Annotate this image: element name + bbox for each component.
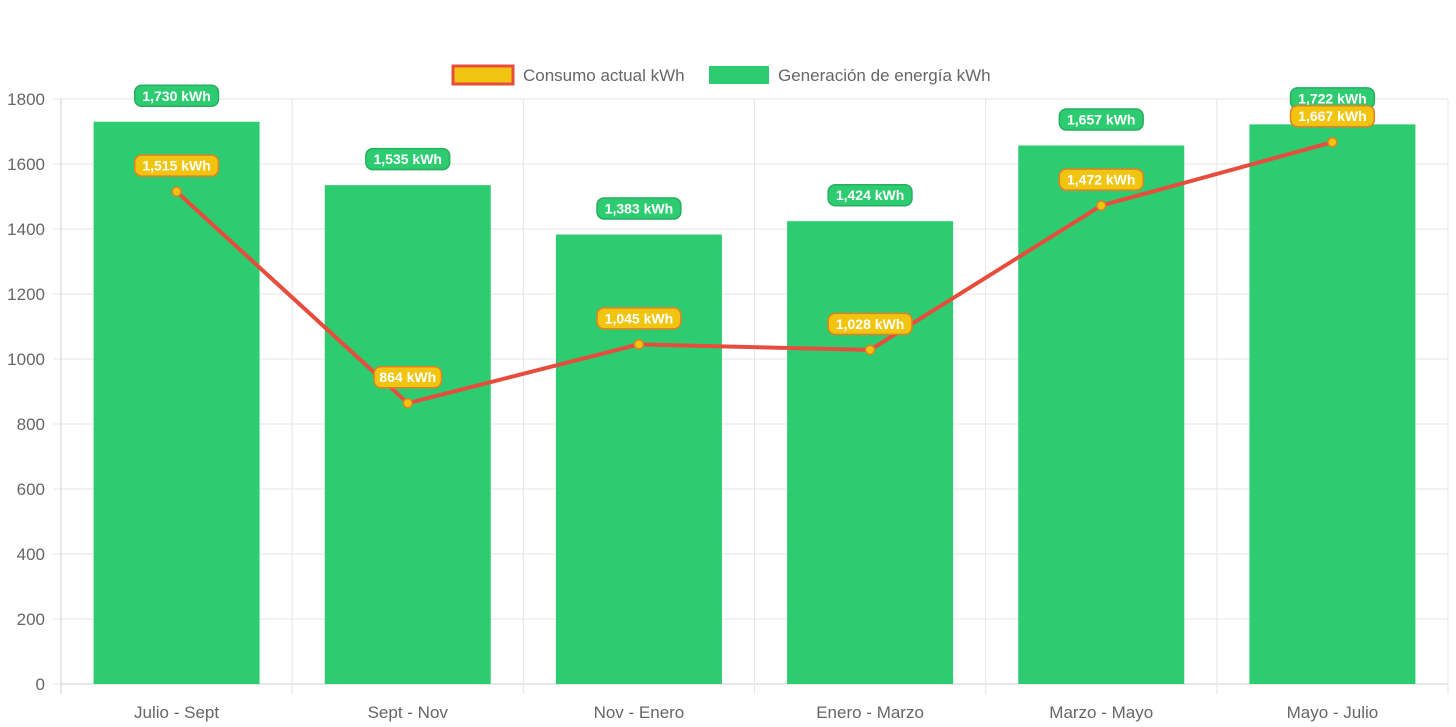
data-label-text: 1,657 kWh: [1067, 111, 1135, 127]
data-label-pill: [133, 154, 220, 177]
data-label-text: 1,515 kWh: [142, 158, 210, 174]
bar-generacion: [1249, 124, 1416, 685]
bar-generacion: [93, 121, 260, 684]
x-tick-label: Enero - Marzo: [816, 703, 924, 722]
data-label-consumo: 1,045 kWh: [596, 307, 682, 330]
x-tick-label: Nov - Enero: [594, 703, 685, 722]
data-label-pill: [1058, 168, 1144, 191]
point-consumo: [633, 339, 645, 350]
data-label-generacion: 1,383 kWh: [596, 197, 682, 220]
y-tick-label: 1600: [7, 155, 45, 174]
legend-label-generacion: Generación de energía kWh: [778, 66, 991, 85]
bar-generacion: [1018, 145, 1185, 685]
data-label-pill: [827, 183, 913, 207]
data-label-generacion: 1,535 kWh: [365, 147, 451, 171]
bar-series-generacion: [93, 121, 1416, 685]
x-tick-label: Mayo - Julio: [1287, 703, 1379, 722]
data-label-text: 864 kWh: [379, 369, 436, 385]
data-label-pill: [827, 312, 913, 336]
y-tick-label: 0: [36, 675, 45, 694]
data-label-text: 1,535 kWh: [374, 151, 442, 167]
data-label-pill: [1058, 108, 1144, 131]
data-label-consumo: 1,472 kWh: [1058, 168, 1144, 191]
data-label-pill: [373, 365, 443, 389]
data-label-text: 1,472 kWh: [1067, 172, 1135, 188]
point-consumo: [171, 186, 182, 197]
legend-swatch-generacion: [709, 66, 769, 84]
data-label-pill: [133, 84, 220, 107]
y-tick-label: 600: [17, 480, 45, 499]
x-tick-label: Sept - Nov: [368, 703, 449, 722]
y-tick-label: 1800: [7, 90, 45, 109]
x-tick-label: Marzo - Mayo: [1049, 703, 1153, 722]
data-label-text: 1,730 kWh: [142, 88, 210, 104]
line-series-consumo: [171, 136, 1338, 409]
legend-swatch-consumo: [451, 64, 515, 86]
y-tick-label: 1400: [7, 220, 45, 239]
data-label-text: 1,383 kWh: [605, 201, 673, 217]
point-consumo: [1327, 136, 1338, 148]
y-tick-label: 800: [17, 415, 45, 434]
point-consumo: [864, 344, 876, 356]
data-label-text: 1,667 kWh: [1298, 108, 1366, 124]
data-label-generacion: 1,657 kWh: [1058, 108, 1144, 131]
data-label-generacion: 1,722 kWh: [1289, 87, 1376, 110]
data-label-text: 1,028 kWh: [836, 316, 904, 332]
data-label-text: 1,722 kWh: [1298, 90, 1366, 106]
legend-label-consumo: Consumo actual kWh: [523, 66, 685, 85]
data-label-text: 1,424 kWh: [836, 187, 904, 203]
data-label-text: 1,045 kWh: [605, 310, 673, 326]
data-label-consumo: 864 kWh: [373, 365, 443, 389]
data-label-pill: [365, 147, 451, 171]
bar-generacion: [555, 234, 722, 684]
data-label-generacion: 1,424 kWh: [827, 183, 913, 207]
data-label-pill: [1289, 104, 1376, 128]
point-consumo: [1096, 200, 1107, 211]
y-tick-label: 1200: [7, 285, 45, 304]
data-label-generacion: 1,730 kWh: [133, 84, 220, 107]
bar-generacion: [324, 185, 491, 684]
axes: 0 200 400 600 800 1000 1200 1400 1600 1800 Julio -…: [7, 90, 1378, 722]
y-tick-label: 400: [17, 545, 45, 564]
grid: [53, 98, 1449, 694]
data-label-consumo: 1,028 kWh: [827, 312, 913, 336]
data-label-consumo: 1,667 kWh: [1289, 104, 1376, 128]
data-label-pill: [596, 197, 682, 220]
x-tick-label: Julio - Sept: [134, 703, 219, 722]
data-label-pill: [596, 307, 682, 330]
bar-generacion: [787, 221, 954, 684]
data-label-consumo: 1,515 kWh: [133, 154, 220, 177]
legend: Consumo actual kWh Generación de energía …: [451, 64, 991, 86]
line-consumo: [175, 140, 1333, 406]
data-labels: 1,730 kWh 1,535 kWh 1,383 kWh 1,424 kWh 1,65…: [133, 84, 1376, 389]
y-tick-label: 1000: [7, 350, 45, 369]
point-consumo: [402, 397, 413, 409]
y-tick-label: 200: [17, 610, 45, 629]
